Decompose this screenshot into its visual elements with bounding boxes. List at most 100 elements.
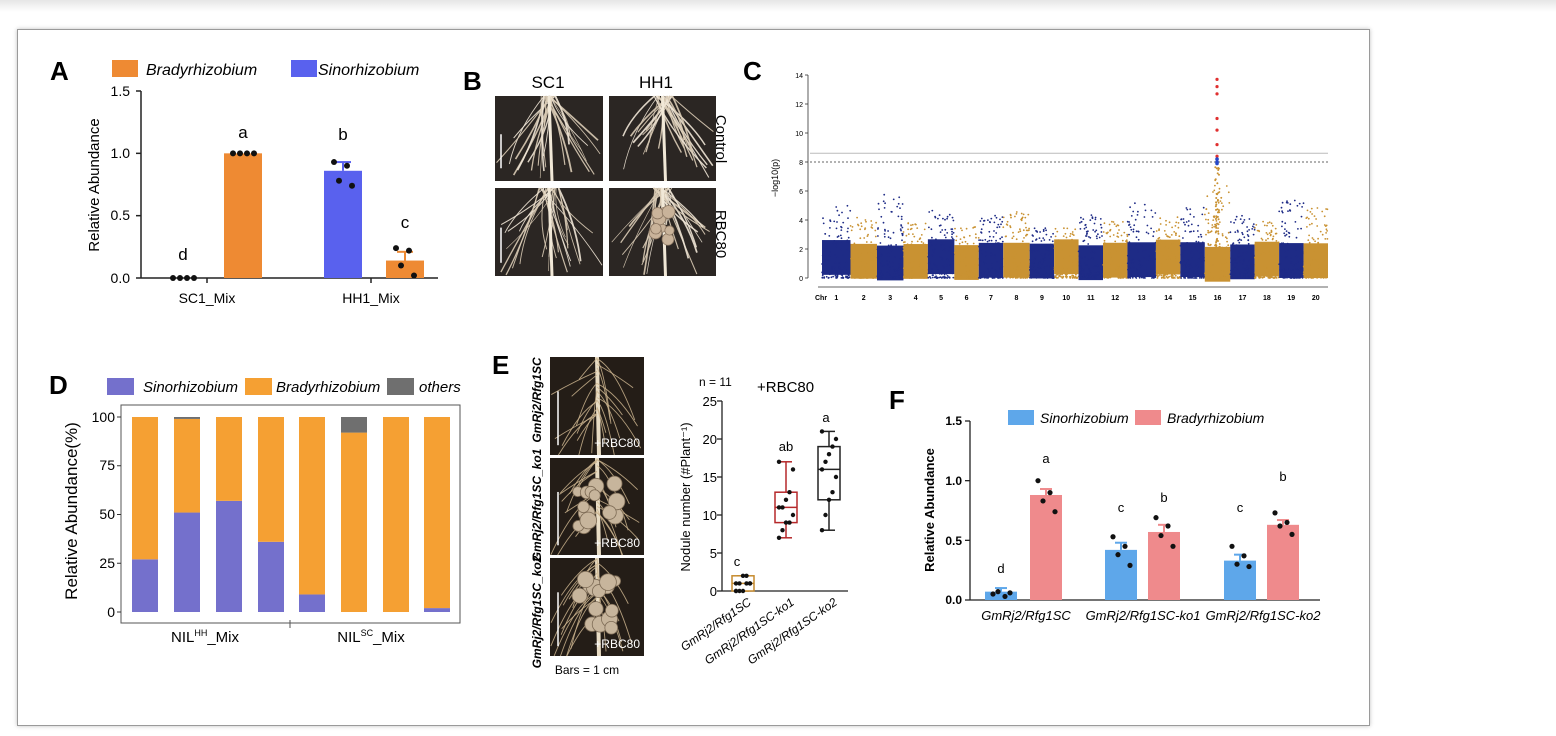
panel-c-point — [826, 244, 828, 247]
panel-c-point — [981, 274, 984, 277]
panel-c-dense-band — [1155, 239, 1181, 275]
panel-c-point — [1116, 232, 1119, 235]
panel-c-point — [1207, 218, 1210, 221]
panel-c-point — [827, 277, 830, 279]
panel-d-bar-segment — [132, 559, 158, 612]
panel-c-point — [907, 233, 910, 236]
panel-c-point — [1246, 230, 1249, 233]
panel-c-point — [877, 227, 879, 229]
panel-f-point — [1158, 532, 1164, 539]
panel-c-point — [878, 246, 881, 249]
panel-c-point — [1238, 238, 1241, 241]
panel-c-point — [1091, 216, 1094, 219]
panel-c-point — [924, 222, 927, 225]
panel-c-point — [1000, 271, 1002, 274]
panel-c-point — [1282, 268, 1285, 271]
panel-c-point — [1192, 253, 1195, 256]
panel-c-point — [968, 276, 971, 279]
panel-d-ytick: 75 — [99, 457, 115, 473]
panel-c-point — [911, 277, 914, 279]
panel-c-point — [964, 269, 967, 272]
panel-c-point — [837, 235, 840, 238]
panel-c-dense-band — [1230, 244, 1255, 280]
panel-c-point — [1284, 270, 1286, 273]
panel-c-point — [866, 268, 869, 270]
panel-b-root — [547, 95, 590, 173]
panel-c-point — [1326, 208, 1329, 211]
panel-c-point — [1033, 258, 1036, 261]
panel-c-point — [1063, 227, 1065, 230]
panel-c-point — [1294, 272, 1296, 275]
panel-c-point — [945, 272, 948, 275]
panel-b-root — [671, 95, 694, 155]
panel-c-point — [1248, 268, 1251, 271]
panel-c-point — [894, 269, 897, 272]
panel-c-point — [1147, 274, 1150, 277]
panel-c-point — [1219, 200, 1222, 203]
panel-c-point — [918, 275, 921, 277]
panel-d-letter: D — [49, 370, 68, 400]
panel-c-point — [1152, 277, 1155, 279]
panel-c-point — [900, 229, 902, 232]
panel-c-point — [940, 245, 943, 248]
panel-f-point — [1007, 590, 1013, 596]
panel-c-ytick: 2 — [799, 247, 803, 254]
panel-c-point — [897, 268, 900, 271]
panel-c-point — [899, 263, 902, 266]
panel-c-point — [1173, 268, 1176, 271]
panel-c-point — [1267, 222, 1269, 224]
panel-c-point — [1015, 276, 1018, 279]
panel-e-nodule — [606, 475, 623, 492]
panel-c-point — [1043, 277, 1045, 279]
panel-c-point — [1311, 237, 1314, 239]
panel-c-chr-tick: 20 — [1312, 295, 1320, 302]
panel-c-point — [856, 256, 859, 259]
panel-c-point — [1234, 218, 1237, 221]
panel-c-point — [873, 254, 876, 257]
panel-c-point — [1015, 264, 1018, 267]
panel-c-point — [1225, 267, 1228, 269]
panel-e-root — [561, 401, 598, 446]
panel-c-point — [931, 236, 933, 239]
panel-c-point — [821, 276, 824, 279]
panel-c-point — [909, 257, 912, 260]
panel-c-point — [1221, 233, 1224, 235]
panel-c-point — [1048, 239, 1051, 241]
panel-c-point — [1124, 257, 1127, 260]
panel-c-dense-band — [850, 243, 877, 279]
panel-c-point — [967, 252, 970, 255]
panel-c-point — [878, 272, 881, 274]
panel-c-point — [1034, 250, 1037, 252]
panel-c-point — [1276, 269, 1279, 272]
panel-c-point — [970, 263, 973, 266]
panel-c-point — [1198, 277, 1201, 279]
panel-e-point — [823, 512, 828, 518]
panel-c-point — [1182, 237, 1184, 239]
panel-c-point — [882, 200, 885, 203]
panel-a: A Bradyrhizobium Sinorhizobium Relative … — [50, 56, 438, 306]
panel-c-point — [957, 264, 960, 267]
panel-c-point — [1209, 272, 1212, 275]
panel-c-point — [1156, 275, 1159, 278]
panel-c-point — [872, 251, 874, 254]
panel-c-point — [1226, 240, 1228, 243]
panel-e-point — [744, 581, 749, 586]
panel-c-point — [1016, 276, 1019, 279]
panel-c-point — [1281, 210, 1283, 213]
panel-e-root — [596, 367, 611, 420]
panel-c-point — [872, 273, 875, 275]
panel-c-point — [1247, 247, 1250, 250]
panel-c-point — [1068, 272, 1070, 275]
panel-c-point — [1137, 258, 1140, 261]
panel-c-point — [1182, 218, 1185, 220]
panel-c-point — [923, 247, 925, 250]
panel-c-point — [923, 276, 926, 279]
panel-c-point — [1001, 257, 1004, 260]
panel-c-point — [966, 262, 969, 265]
panel-a-ytick: 0.5 — [111, 207, 131, 223]
panel-c-point — [884, 202, 886, 205]
panel-c-point — [1115, 268, 1117, 270]
panel-c-point — [1090, 214, 1093, 217]
panel-c-point — [860, 273, 862, 275]
panel-c-point — [979, 239, 982, 242]
